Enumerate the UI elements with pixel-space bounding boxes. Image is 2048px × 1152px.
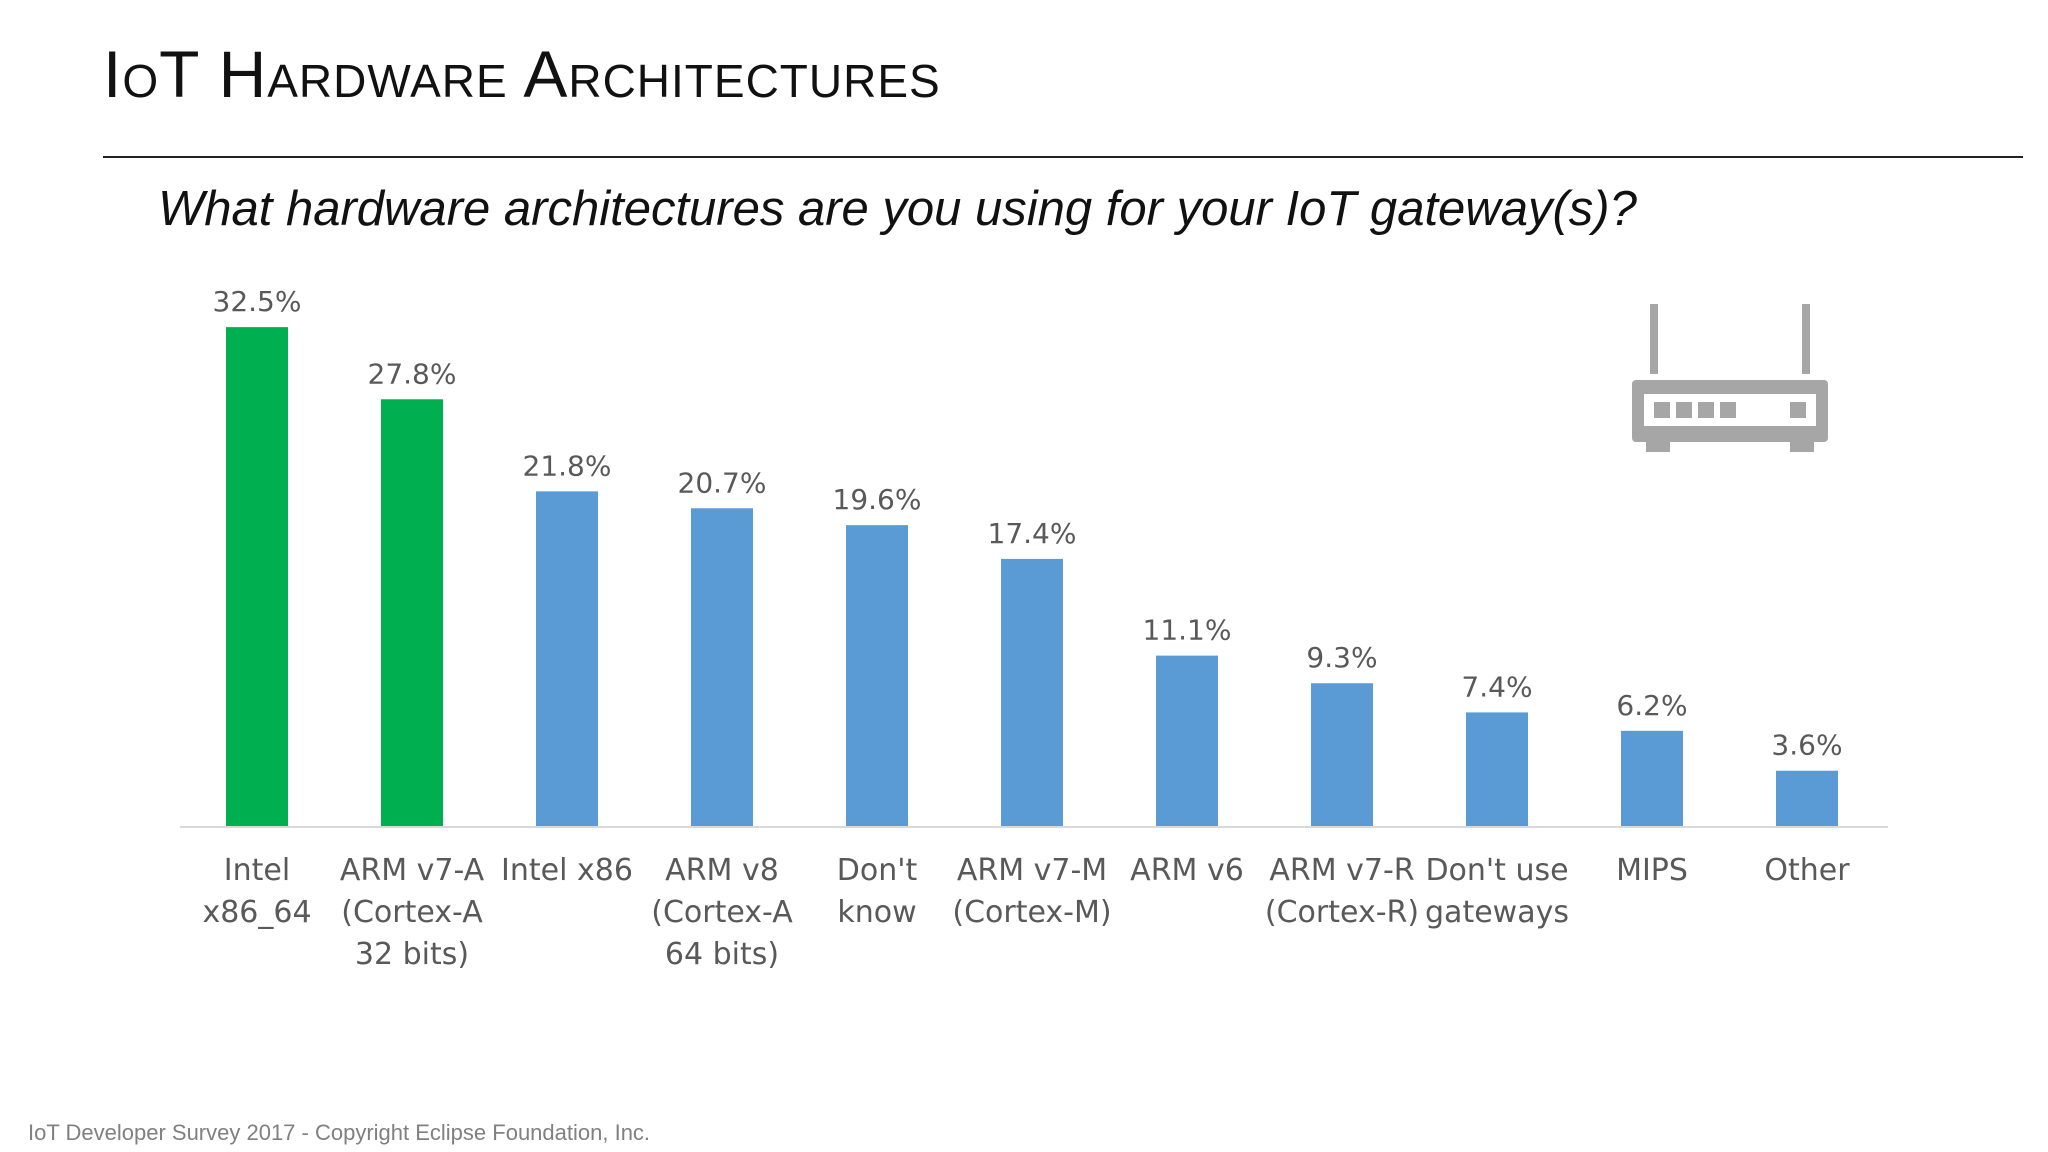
category-label-1-line-0: ARM v7-A (340, 853, 485, 888)
bar-8 (1466, 712, 1528, 826)
data-label-0: 32.5% (213, 285, 302, 318)
category-label-3-line-2: 64 bits) (665, 937, 779, 972)
category-label-9-line-0: MIPS (1616, 853, 1688, 888)
bar-4 (846, 525, 908, 826)
category-label-8-line-1: gateways (1425, 895, 1569, 930)
bars-layer (226, 327, 1838, 826)
category-label-1-line-2: 32 bits) (355, 937, 469, 972)
bar-6 (1156, 655, 1218, 826)
router-icon (1632, 304, 1828, 452)
category-label-4-line-0: Don't (837, 853, 918, 888)
router-status-light (1790, 402, 1806, 418)
bar-9 (1621, 730, 1683, 826)
category-label-0-line-1: x86_64 (202, 895, 311, 930)
data-label-9: 6.2% (1616, 689, 1687, 722)
router-antenna-right (1802, 304, 1810, 374)
bar-chart: 32.5% 27.8% 21.8% 20.7% 19.6% 17.4% 11.1% 9.3% 7… (180, 285, 1888, 972)
category-label-7-line-1: (Cortex-R) (1265, 895, 1419, 930)
slide-title: IoT Hardware Architectures (103, 37, 941, 111)
bar-7 (1311, 683, 1373, 826)
data-label-3: 20.7% (678, 466, 767, 499)
value-labels-layer: 32.5% 27.8% 21.8% 20.7% 19.6% 17.4% 11.1% 9.3% 7… (213, 285, 1843, 762)
category-label-6-line-0: ARM v6 (1130, 853, 1244, 888)
bar-3 (691, 508, 753, 826)
slide-subtitle: What hardware architectures are you usin… (158, 182, 1637, 236)
data-label-6: 11.1% (1143, 614, 1232, 647)
router-antenna-left (1650, 304, 1658, 374)
category-label-8-line-0: Don't use (1425, 853, 1568, 888)
bar-1 (381, 399, 443, 826)
data-label-4: 19.6% (833, 483, 922, 516)
data-label-5: 17.4% (988, 517, 1077, 550)
bar-0 (226, 327, 288, 826)
title-divider (103, 156, 2023, 158)
data-label-2: 21.8% (523, 449, 612, 482)
bar-2 (536, 491, 598, 826)
data-label-1: 27.8% (368, 357, 457, 390)
category-label-4-line-1: know (837, 895, 916, 930)
category-label-10-line-0: Other (1764, 853, 1850, 888)
data-label-7: 9.3% (1306, 641, 1377, 674)
category-label-5-line-0: ARM v7-M (957, 853, 1107, 888)
bar-10 (1776, 770, 1838, 826)
category-label-1-line-1: (Cortex-A (341, 895, 483, 930)
category-label-5-line-1: (Cortex-M) (952, 895, 1111, 930)
router-port-3 (1698, 402, 1714, 418)
data-label-10: 3.6% (1771, 729, 1842, 762)
data-label-8: 7.4% (1461, 670, 1532, 703)
category-label-2-line-0: Intel x86 (501, 853, 633, 888)
router-port-1 (1654, 402, 1670, 418)
router-foot-right (1790, 442, 1814, 452)
router-foot-left (1646, 442, 1670, 452)
footer-copyright: IoT Developer Survey 2017 - Copyright Ec… (28, 1120, 651, 1145)
bar-5 (1001, 558, 1063, 826)
router-port-2 (1676, 402, 1692, 418)
router-port-4 (1720, 402, 1736, 418)
category-label-3-line-1: (Cortex-A (651, 895, 793, 930)
category-labels-layer: Intel x86_64 ARM v7-A (Cortex-A 32 bits) Inte… (202, 853, 1850, 972)
category-label-0-line-0: Intel (224, 853, 290, 888)
category-label-7-line-0: ARM v7-R (1269, 853, 1414, 888)
category-label-3-line-0: ARM v8 (665, 853, 779, 888)
